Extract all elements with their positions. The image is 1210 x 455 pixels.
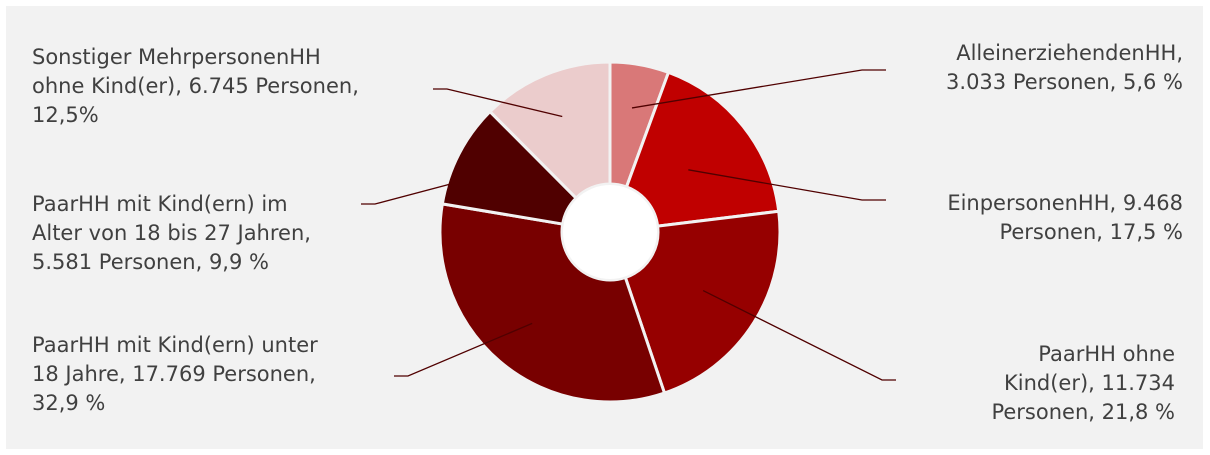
leader-line-3 [394, 322, 533, 377]
donut-slice-5 [487, 60, 612, 201]
donut-hole [563, 185, 657, 279]
data-label-alleinerziehendenhh: AlleinerziehendenHH, 3.033 Personen, 5,6… [946, 41, 1183, 94]
leader-line-5 [433, 88, 563, 118]
leader-lines [361, 69, 896, 381]
leader-line-2 [702, 289, 896, 381]
donut-slice-2 [623, 209, 782, 395]
donut-slice-3 [438, 202, 667, 404]
leader-line-0 [631, 69, 886, 109]
data-label-sonstiger-mehrpersonenhh: Sonstiger MehrpersonenHH ohne Kind(er), … [32, 45, 359, 127]
data-label-paarhh-kind-18-27: PaarHH mit Kind(ern) im Alter von 18 bis… [32, 192, 311, 274]
data-label-einpersonenhh: EinpersonenHH, 9.468 Personen, 17,5 % [947, 191, 1183, 244]
donut-slices [438, 60, 782, 404]
leader-line-4 [361, 171, 495, 205]
leader-line-1 [688, 169, 886, 201]
data-label-paarhh-kind-unter-18: PaarHH mit Kind(ern) unter 18 Jahre, 17.… [32, 333, 318, 415]
data-label-paarhh-ohne-kind: PaarHH ohne Kind(er), 11.734 Personen, 2… [991, 342, 1175, 424]
